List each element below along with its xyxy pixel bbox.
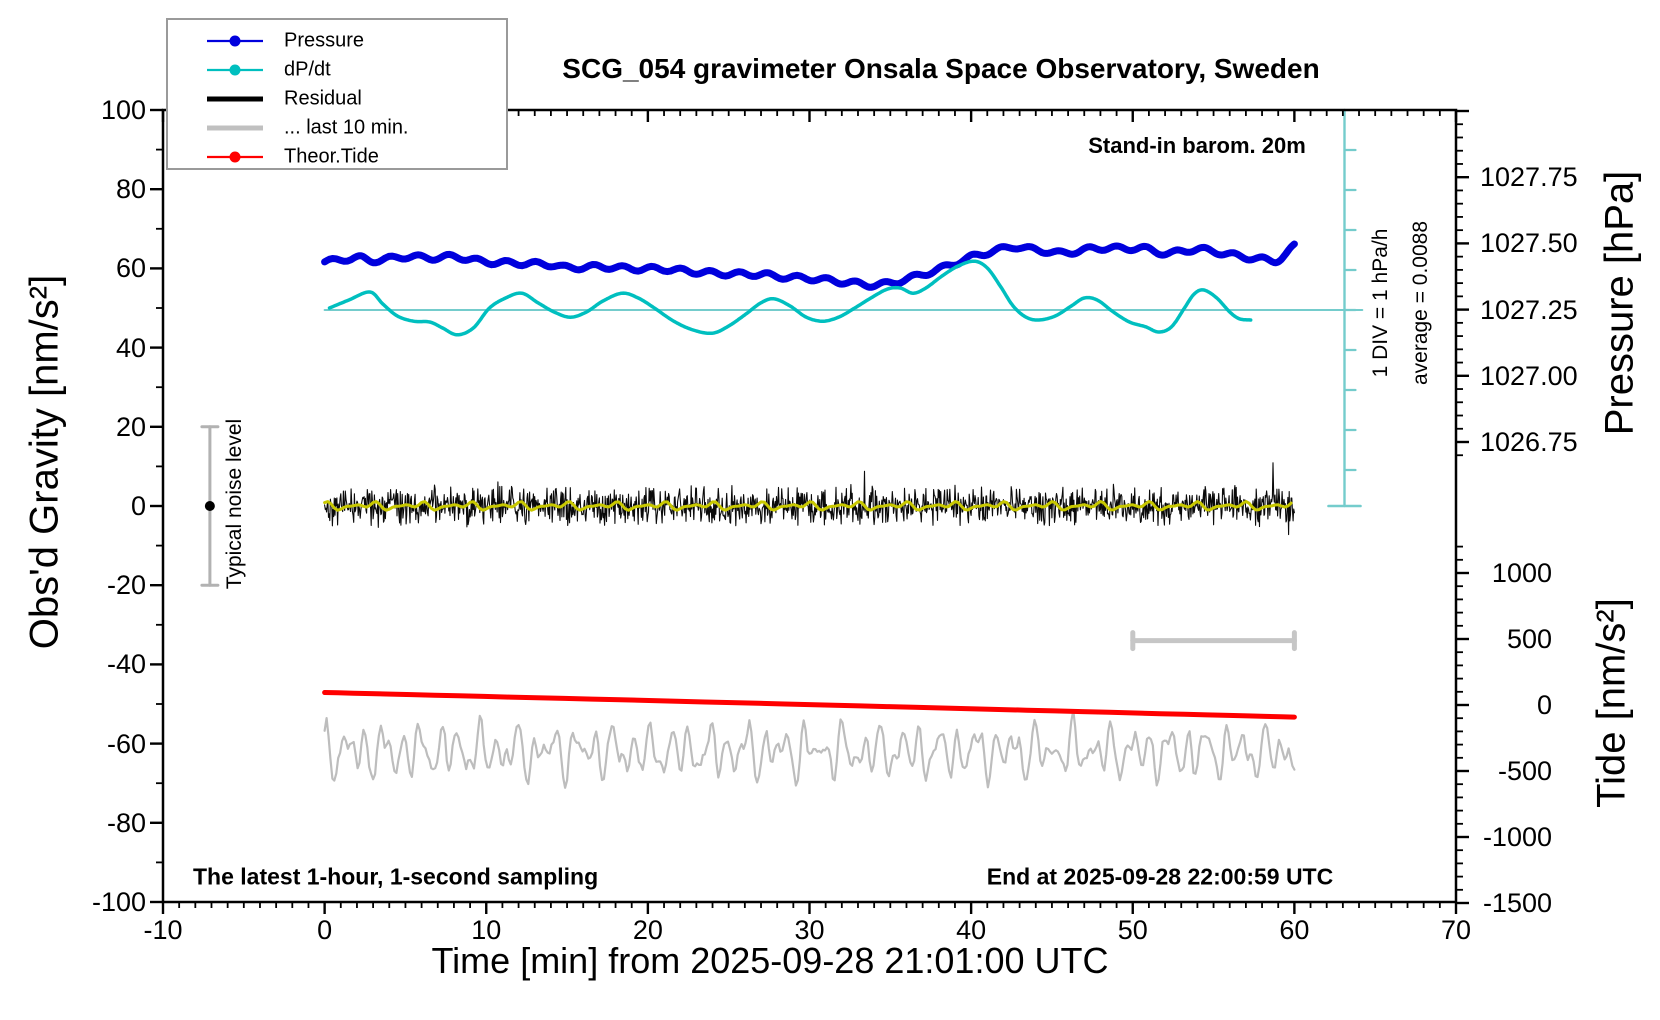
gravity-tick-label: 100	[100, 95, 146, 125]
guides-layer	[323, 108, 1364, 508]
dpdt-scale-ruler	[1327, 108, 1362, 508]
end-time-note: End at 2025-09-28 22:00:59 UTC	[986, 863, 1334, 890]
x-tick-label: 40	[956, 915, 987, 945]
tide-tick-label: -1500	[1482, 888, 1552, 918]
div-scale-label: 1 DIV = 1 hPa/h	[1369, 228, 1392, 378]
theor-tide-line	[322, 690, 1297, 720]
x-tick-label: 30	[794, 915, 825, 945]
gravity-tick-label: 0	[130, 491, 146, 521]
average-label: average = 0.0088	[1409, 220, 1432, 386]
pressure-tick-label: 1026.75	[1480, 427, 1578, 457]
gravity-tick-label: 40	[115, 332, 146, 363]
legend-item-label: dP/dt	[284, 58, 331, 81]
gravity-tick-label: -40	[106, 649, 146, 680]
legend-item-label: ... last 10 min.	[284, 116, 409, 139]
pressure-tick-label: 1027.75	[1480, 162, 1578, 193]
tide-tick-label: 0	[1536, 690, 1552, 720]
gravity-tick-label: 80	[115, 174, 146, 205]
x-tick-label: 70	[1440, 915, 1472, 945]
x-tick-label: 60	[1279, 915, 1310, 945]
x-tick-label: 20	[632, 915, 663, 945]
pressure-curve	[321, 240, 1298, 291]
legend-item-last-10-min: ... last 10 min.	[168, 113, 506, 143]
x-axis-title: Time [min] from 2025-09-28 21:01:00 UTC	[431, 940, 1109, 981]
x-tick-label: 50	[1117, 915, 1148, 945]
tide-tick-label: -500	[1497, 756, 1552, 786]
x-tick-label: 0	[317, 915, 333, 945]
x-tick-label: -10	[143, 915, 183, 945]
x-tick-label: 10	[471, 915, 502, 945]
gravity-tick-label: -20	[106, 570, 146, 601]
legend-item-dp-dt: dP/dt	[168, 55, 506, 85]
markers-layer	[200, 425, 1297, 652]
tide-axis-title: Tide [nm/s²]	[1589, 598, 1634, 808]
series-layer	[321, 240, 1298, 789]
tide-tick-label: 1000	[1491, 558, 1552, 588]
legend-item-label: Pressure	[284, 29, 365, 52]
pressure-axis-title: Pressure [hPa]	[1597, 170, 1642, 436]
typical-noise-label: Typical noise level	[223, 418, 246, 590]
legend-item-label: Residual	[284, 87, 362, 110]
residual-trace	[324, 462, 1295, 536]
legend-sample-line	[207, 151, 263, 163]
chart-title: SCG_054 gravimeter Onsala Space Observat…	[562, 53, 1320, 84]
sampling-note: The latest 1-hour, 1-second sampling	[193, 863, 599, 890]
gravity-tick-label: 60	[115, 253, 146, 284]
errorbar-center-dot	[204, 501, 215, 511]
stand-in-barometer-note: Stand-in barom. 20m	[1088, 133, 1306, 158]
gravity-tick-label: -80	[106, 807, 146, 838]
legend-item-residual: Residual	[168, 84, 506, 114]
last-10-min-scale-bar	[1130, 630, 1297, 652]
tide-tick-label: 500	[1506, 624, 1552, 654]
gravity-tick-label: -100	[91, 887, 146, 917]
legend-item-theor-tide: Theor.Tide	[168, 142, 506, 172]
legend-sample-line	[207, 96, 263, 102]
legend-item-label: Theor.Tide	[284, 145, 379, 168]
tide-tick-label: -1000	[1482, 822, 1552, 852]
axes-layer	[150, 108, 1469, 914]
dpdt-curve	[327, 259, 1253, 337]
legend-sample-line	[207, 125, 263, 131]
legend-sample-line	[207, 64, 263, 76]
pressure-tick-label: 1027.50	[1480, 228, 1578, 259]
pressure-tick-label: 1027.25	[1480, 294, 1578, 325]
legend-sample-line	[207, 35, 263, 47]
legend-item-pressure: Pressure	[168, 26, 506, 56]
residual-smoothed-trace	[323, 500, 1293, 512]
gravity-tick-label: 20	[115, 411, 146, 442]
typical-noise-errorbar	[200, 425, 220, 587]
gravity-tick-label: -60	[106, 728, 146, 759]
legend: Pressure dP/dt Residual ... last 10 min. The…	[166, 18, 508, 170]
pressure-tick-label: 1027.00	[1480, 360, 1578, 391]
last-10-min-trace	[323, 709, 1296, 789]
